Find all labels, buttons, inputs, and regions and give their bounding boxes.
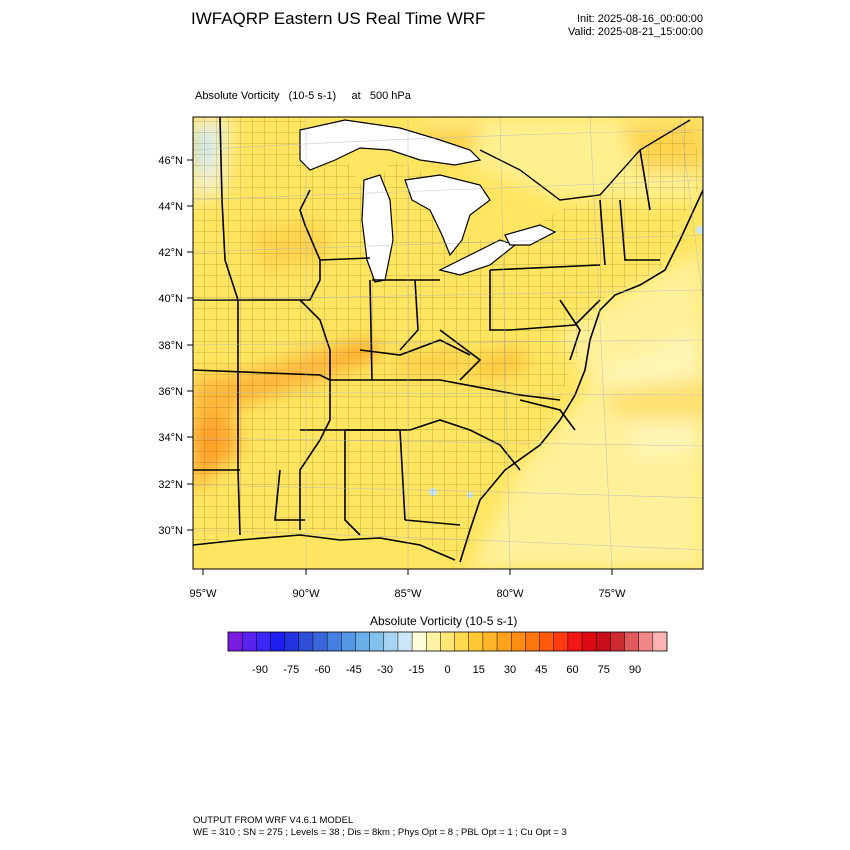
colorbar-swatch — [440, 632, 455, 651]
init-time: Init: 2025-08-16_00:00:00 — [577, 13, 703, 25]
colorbar-swatch — [454, 632, 470, 651]
colorbar-tick-label: -75 — [283, 664, 299, 676]
colorbar-tick-label: 15 — [473, 664, 485, 676]
colorbar-tick-label: -15 — [408, 664, 424, 676]
colorbar-tick-label: 0 — [444, 664, 450, 676]
colorbar-swatch — [596, 632, 611, 651]
plot-title: IWFAQRP Eastern US Real Time WRF — [191, 9, 486, 28]
colorbar-swatch — [355, 632, 370, 651]
lat-ticks — [187, 159, 613, 575]
lat-label: 38°N — [158, 340, 183, 352]
run-times: Init: 2025-08-16_00:00:00 Valid: 2025-08… — [568, 13, 703, 39]
colorbar-swatch — [426, 632, 441, 651]
colorbar-swatch — [497, 632, 512, 651]
colorbar-swatch — [582, 632, 597, 651]
colorbar-swatch — [525, 632, 540, 651]
colorbar-swatch — [610, 632, 625, 651]
lat-label: 30°N — [158, 525, 183, 537]
footer-line: WE = 310 ; SN = 275 ; Levels = 38 ; Dis … — [193, 827, 567, 838]
colorbar-swatch — [270, 632, 285, 651]
lon-label: 85°W — [394, 588, 422, 600]
colorbar-tick-label: 90 — [629, 664, 641, 676]
colorbar-tick-label: -90 — [252, 664, 268, 676]
valid-time: Valid: 2025-08-21_15:00:00 — [568, 26, 703, 38]
colorbar-swatch — [312, 632, 328, 651]
colorbar-swatch — [228, 632, 243, 651]
colorbar-swatch — [624, 632, 639, 651]
colorbar-swatch — [369, 632, 385, 651]
colorbar-swatch — [397, 632, 413, 651]
colorbar-swatch — [412, 632, 427, 651]
colorbar-tick-label: 45 — [535, 664, 547, 676]
colorbar-swatch — [468, 632, 484, 651]
colorbar — [227, 631, 668, 652]
colorbar-tick-label: -30 — [377, 664, 393, 676]
colorbar-tick-label: -60 — [315, 664, 331, 676]
map-field — [193, 117, 703, 569]
colorbar-swatch — [256, 632, 271, 651]
colorbar-label: Absolute Vorticity (10-5 s-1) — [370, 614, 518, 628]
field-subtitle: Absolute Vorticity (10-5 s-1) at 500 hPa — [195, 90, 411, 102]
colorbar-outline — [227, 631, 668, 652]
lon-label: 75°W — [598, 588, 626, 600]
lat-label: 34°N — [158, 432, 183, 444]
colorbar-swatch — [298, 632, 314, 651]
lat-label: 42°N — [158, 247, 183, 259]
lat-label: 44°N — [158, 201, 183, 213]
colorbar-ticks: -90 -75 -60 -45 -30 -15 0 15 30 45 60 75 90 — [252, 664, 641, 676]
lon-label: 80°W — [496, 588, 524, 600]
lat-label: 32°N — [158, 479, 183, 491]
colorbar-swatch — [482, 632, 498, 651]
colorbar-swatch — [567, 632, 583, 651]
lon-label: 95°W — [189, 588, 217, 600]
colorbar-swatch — [652, 632, 668, 651]
model-footer: OUTPUT FROM WRF V4.6.1 MODEL WE = 310 ; … — [193, 815, 567, 839]
colorbar-tick-label: 30 — [504, 664, 516, 676]
footer-line: OUTPUT FROM WRF V4.6.1 MODEL — [193, 815, 354, 826]
colorbar-swatch — [511, 632, 526, 651]
colorbar-swatch — [638, 632, 654, 651]
colorbar-swatch — [341, 632, 356, 651]
lat-label: 46°N — [158, 155, 183, 167]
colorbar-swatch — [539, 632, 555, 651]
colorbar-tick-label: -45 — [346, 664, 362, 676]
colorbar-swatch — [327, 632, 342, 651]
colorbar-tick-label: 60 — [566, 664, 578, 676]
lat-label: 40°N — [158, 293, 183, 305]
colorbar-swatch — [383, 632, 399, 651]
lat-label: 36°N — [158, 386, 183, 398]
colorbar-swatch — [242, 632, 257, 651]
colorbar-swatch — [284, 632, 300, 651]
lon-label: 90°W — [292, 588, 320, 600]
colorbar-swatch — [553, 632, 569, 651]
colorbar-tick-label: 75 — [598, 664, 610, 676]
